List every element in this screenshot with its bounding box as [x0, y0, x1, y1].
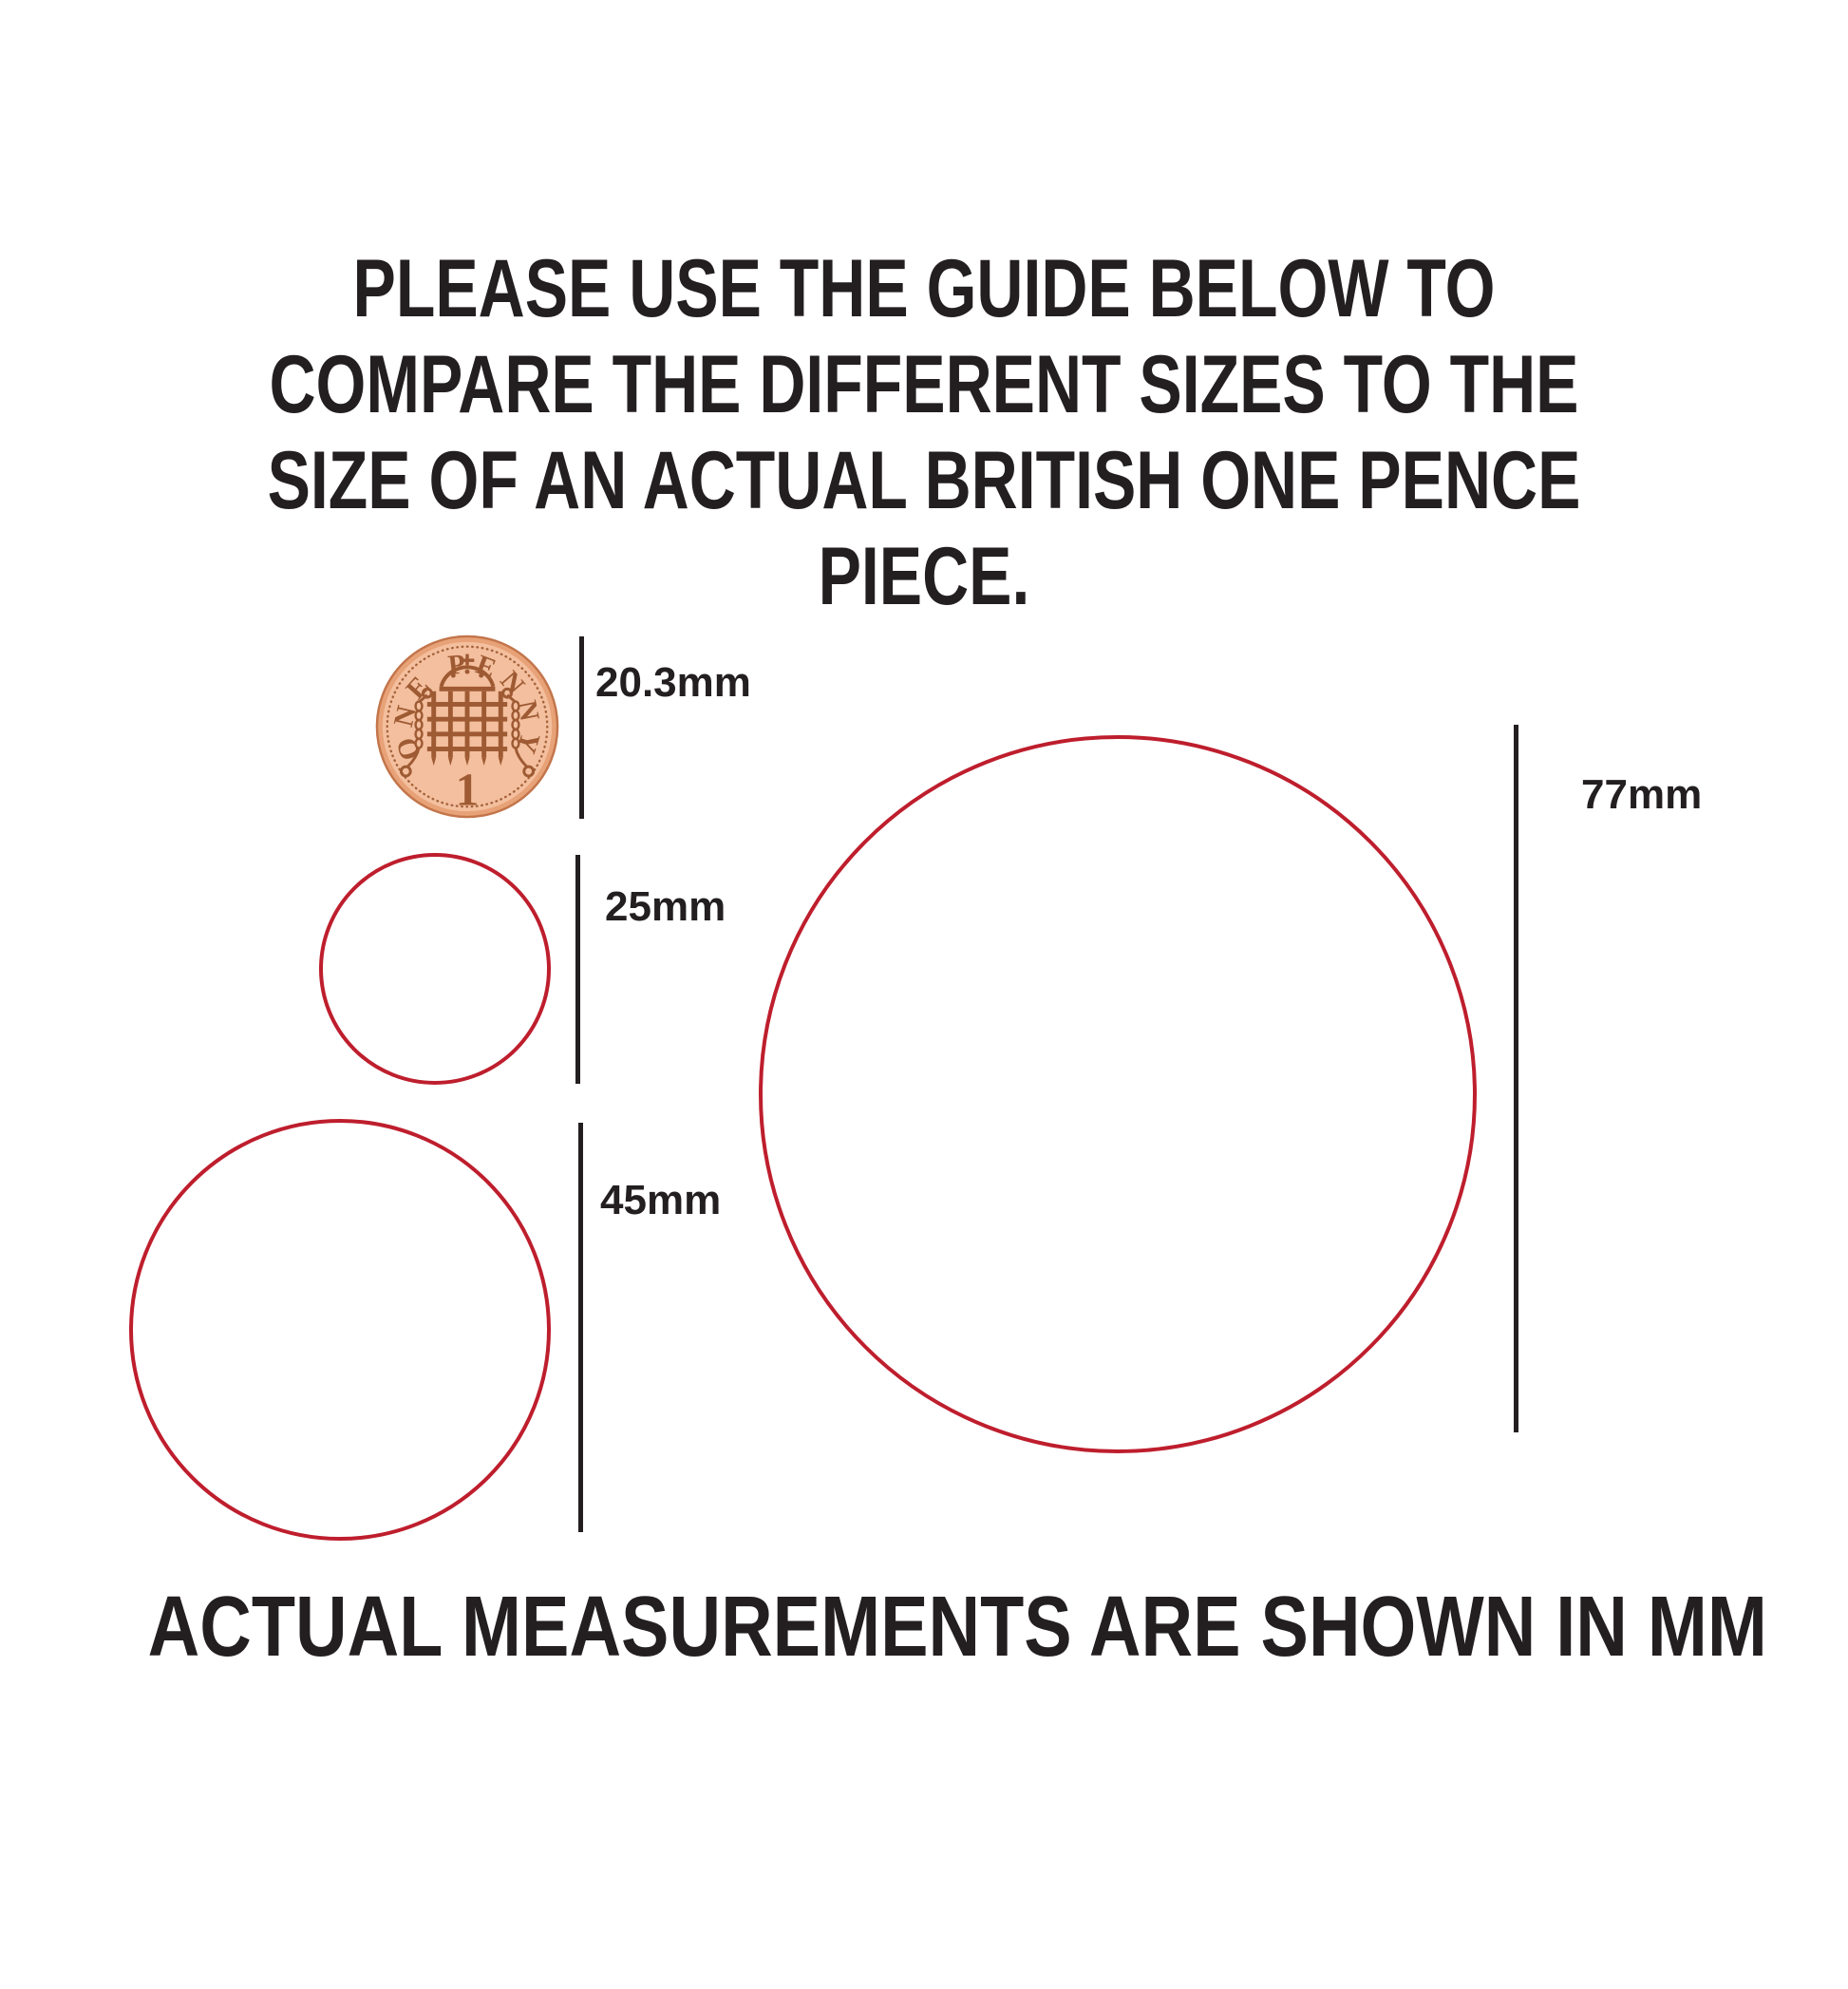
measure-rule-77mm	[1514, 725, 1518, 1432]
measure-label-20-3mm: 20.3mm	[595, 659, 751, 706]
portcullis-icon: 1	[399, 654, 536, 815]
measure-rule-25mm	[575, 855, 580, 1084]
coin-denomination: 1	[456, 763, 480, 815]
portcullis-chains	[399, 687, 536, 778]
portcullis-grid	[426, 691, 508, 767]
page-title: PLEASE USE THE GUIDE BELOW TO COMPARE TH…	[194, 241, 1653, 625]
crown-base	[439, 686, 496, 691]
size-circle-77mm	[759, 735, 1477, 1453]
size-circle-25mm	[319, 853, 551, 1085]
measure-label-25mm: 25mm	[605, 883, 726, 930]
coin-beaded-ring	[386, 645, 549, 808]
measure-label-77mm: 77mm	[1581, 771, 1703, 818]
page-title-line-2: COMPARE THE DIFFERENT SIZES TO THE	[269, 339, 1579, 430]
page-title-line-4: PIECE.	[818, 531, 1030, 622]
one-penny-coin-image: ONE PENNY	[375, 635, 559, 819]
measure-rule-20-3mm	[579, 636, 584, 819]
crown-arch	[439, 665, 496, 688]
footer-note: ACTUAL MEASUREMENTS ARE SHOWN IN MM	[147, 1580, 1767, 1675]
page-title-line-3: SIZE OF AN ACTUAL BRITISH ONE PENCE	[267, 435, 1581, 526]
size-circle-45mm	[129, 1119, 551, 1541]
measure-rule-45mm	[578, 1123, 583, 1532]
measure-label-45mm: 45mm	[600, 1177, 722, 1223]
page-title-line-1: PLEASE USE THE GUIDE BELOW TO	[352, 243, 1496, 334]
